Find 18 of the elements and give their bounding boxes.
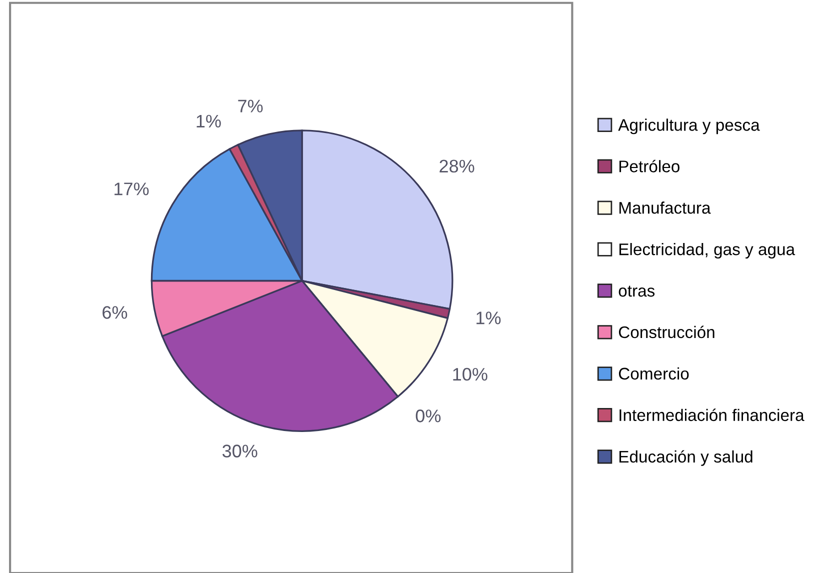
data-label: 1% — [476, 312, 501, 324]
text: 0% — [416, 410, 441, 422]
legend-label: Electricidad, gas y agua — [619, 242, 796, 259]
legend-label: Intermediación financiera — [620, 408, 804, 422]
legend-label: Petróleo — [619, 160, 680, 172]
data-label: 7% — [238, 100, 263, 112]
legend-label: Agricultura y pesca — [618, 118, 760, 134]
legend-label: Comercio — [618, 367, 689, 380]
data-label: 10% — [453, 368, 488, 381]
data-label: 28% — [440, 160, 474, 173]
legend-label: Educación y salud — [619, 450, 752, 466]
data-label: 17% — [114, 182, 149, 196]
data-label: 6% — [102, 306, 128, 319]
legend-label: Construcción — [618, 326, 714, 338]
data-label: 30% — [222, 444, 258, 458]
legend-label: otras — [618, 286, 655, 297]
data-label: 1% — [196, 114, 221, 128]
legend-label: Manufactura — [619, 202, 711, 214]
